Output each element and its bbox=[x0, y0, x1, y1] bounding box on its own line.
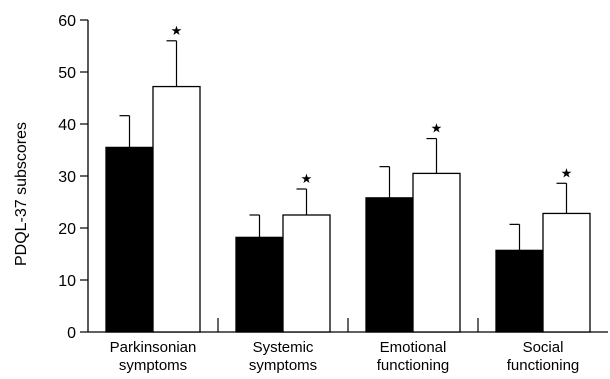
x-category-separators bbox=[217, 318, 479, 332]
category-label-c3-l1: functioning bbox=[507, 357, 580, 374]
y-tick-label-1: 10 bbox=[58, 273, 76, 290]
bar-s0-c2 bbox=[365, 197, 414, 333]
bar-s1-c2 bbox=[412, 172, 461, 333]
category-label-c0-l0: Parkinsonian bbox=[110, 339, 197, 356]
star-marker-c3: ★ bbox=[561, 166, 573, 181]
category-label-c1-l0: Systemic bbox=[253, 339, 314, 356]
y-tick-label-0: 0 bbox=[67, 325, 76, 342]
category-label-c2-l0: Emotional bbox=[380, 339, 447, 356]
category-label-c3-l0: Social bbox=[523, 339, 564, 356]
star-marker-c0: ★ bbox=[171, 24, 183, 39]
bar-s0-c1 bbox=[235, 236, 284, 333]
category-label-c1-l1: symptoms bbox=[249, 357, 317, 374]
category-label-c0-l1: symptoms bbox=[119, 357, 187, 374]
y-tick-label-4: 40 bbox=[58, 117, 76, 134]
error-bars bbox=[119, 40, 568, 251]
significance-markers: ★ ★ ★ ★ bbox=[171, 24, 573, 187]
bar-s1-c3 bbox=[542, 212, 591, 333]
bar-s0-c3 bbox=[495, 249, 544, 333]
bar-s1-c0 bbox=[152, 85, 201, 333]
y-tick-label-5: 50 bbox=[58, 65, 76, 82]
bars bbox=[105, 85, 591, 333]
y-tick-label-2: 20 bbox=[58, 221, 76, 238]
y-tick-label-3: 30 bbox=[58, 169, 76, 186]
y-ticks: 0 10 20 30 40 50 60 bbox=[58, 13, 88, 342]
bar-s1-c1 bbox=[282, 214, 331, 333]
y-axis-label: PDQL-37 subscores bbox=[13, 122, 30, 266]
y-tick-label-6: 60 bbox=[58, 13, 76, 30]
star-marker-c2: ★ bbox=[431, 122, 443, 137]
star-marker-c1: ★ bbox=[301, 172, 313, 187]
category-labels: ParkinsoniansymptomsSystemicsymptomsEmot… bbox=[110, 339, 580, 374]
category-label-c2-l1: functioning bbox=[377, 357, 450, 374]
bar-s0-c0 bbox=[105, 146, 154, 333]
